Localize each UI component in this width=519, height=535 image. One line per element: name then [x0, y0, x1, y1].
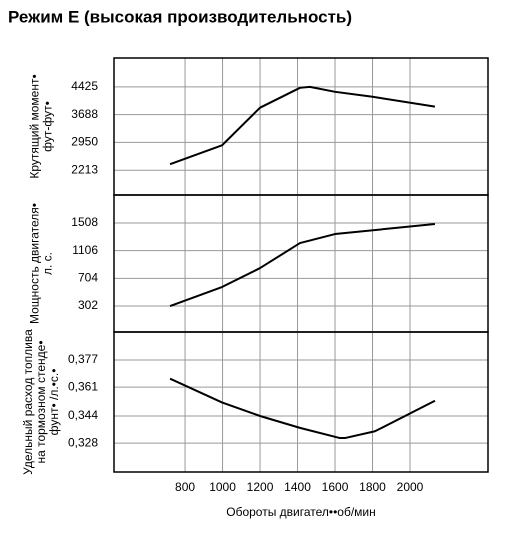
y-tick-label: 0,344 — [68, 408, 98, 422]
y-tick-label: 302 — [78, 298, 98, 312]
line — [169, 377, 436, 440]
x-tick-label: 2000 — [397, 480, 424, 494]
y-axis-label: фунт• /л.•с.• — [47, 369, 61, 436]
x-tick-label: 1600 — [322, 480, 349, 494]
chart-title: Режим E (высокая производительность) — [8, 7, 352, 26]
y-tick-label: 2213 — [71, 162, 98, 176]
y-tick-label: 0,328 — [68, 435, 98, 449]
x-tick-label: 1400 — [284, 480, 311, 494]
y-tick-label: 4425 — [71, 79, 98, 93]
panel-frame — [113, 194, 489, 333]
line — [169, 223, 436, 307]
y-tick-label: 1508 — [71, 215, 98, 229]
y-tick-label: 704 — [78, 271, 98, 285]
panel-frame — [113, 331, 489, 473]
y-tick-label: 3688 — [71, 107, 98, 121]
y-axis-label: фут-фут• — [41, 101, 55, 152]
y-axis-label: л. с. — [41, 252, 55, 275]
line — [169, 85, 436, 166]
y-axis-label: Мощность двигателя• — [28, 203, 42, 324]
y-axis-label: на тормозном стенде• — [34, 340, 48, 463]
y-axis-label: Удельный расход топлива — [21, 329, 35, 475]
panel-frame — [113, 57, 489, 196]
y-tick-label: 2950 — [71, 135, 98, 149]
x-tick-label: 1000 — [209, 480, 236, 494]
y-tick-label: 1106 — [72, 243, 98, 257]
x-axis-label: Обороты двигател••об/мин — [226, 505, 376, 519]
x-tick-label: 800 — [175, 480, 195, 494]
y-tick-label: 0,377 — [68, 352, 98, 366]
y-axis-label: Крутящий момент• — [28, 74, 42, 178]
x-tick-label: 1200 — [247, 480, 274, 494]
x-tick-label: 1800 — [359, 480, 386, 494]
y-tick-label: 0,361 — [68, 379, 98, 393]
